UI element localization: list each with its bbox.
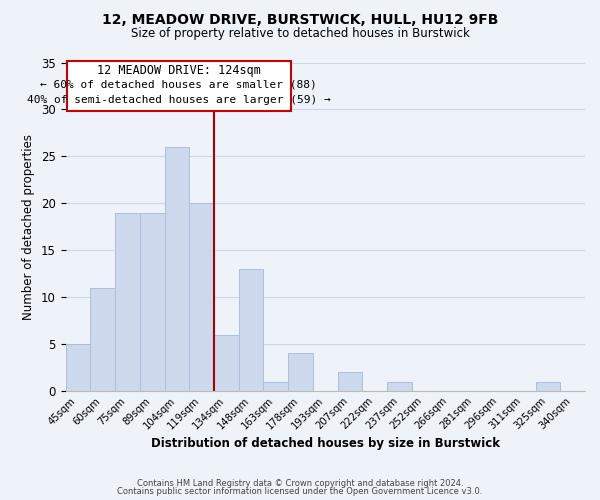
Bar (189, 204, 214, 391)
Text: 12 MEADOW DRIVE: 124sqm: 12 MEADOW DRIVE: 124sqm (97, 64, 260, 78)
Bar (387, 382, 412, 391)
Bar (91, 288, 115, 391)
Bar (239, 269, 263, 391)
Bar (65, 344, 91, 391)
Text: ← 60% of detached houses are smaller (88): ← 60% of detached houses are smaller (88… (40, 80, 317, 90)
Bar (338, 372, 362, 391)
Bar (288, 354, 313, 391)
X-axis label: Distribution of detached houses by size in Burstwick: Distribution of detached houses by size … (151, 437, 500, 450)
Text: Contains public sector information licensed under the Open Government Licence v3: Contains public sector information licen… (118, 487, 482, 496)
Text: 12, MEADOW DRIVE, BURSTWICK, HULL, HU12 9FB: 12, MEADOW DRIVE, BURSTWICK, HULL, HU12 … (102, 12, 498, 26)
Bar (115, 212, 140, 391)
Bar (214, 334, 239, 391)
Bar (536, 382, 560, 391)
Text: 40% of semi-detached houses are larger (59) →: 40% of semi-detached houses are larger (… (27, 96, 331, 106)
Bar (140, 212, 164, 391)
Text: Contains HM Land Registry data © Crown copyright and database right 2024.: Contains HM Land Registry data © Crown c… (137, 478, 463, 488)
FancyBboxPatch shape (67, 60, 290, 112)
Bar (263, 382, 288, 391)
Text: Size of property relative to detached houses in Burstwick: Size of property relative to detached ho… (131, 28, 469, 40)
Bar (164, 147, 189, 391)
Y-axis label: Number of detached properties: Number of detached properties (22, 134, 35, 320)
